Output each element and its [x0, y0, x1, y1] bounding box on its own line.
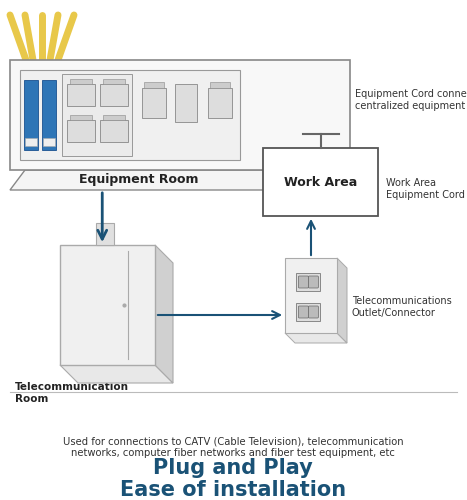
FancyBboxPatch shape [67, 84, 95, 106]
FancyBboxPatch shape [70, 114, 92, 119]
Polygon shape [60, 365, 173, 383]
Text: Used for connections to CATV (Cable Television), telecommunication
networks, com: Used for connections to CATV (Cable Tele… [63, 436, 403, 458]
FancyBboxPatch shape [103, 78, 125, 84]
FancyBboxPatch shape [62, 74, 132, 156]
FancyBboxPatch shape [298, 306, 308, 318]
FancyBboxPatch shape [100, 120, 128, 142]
Polygon shape [285, 333, 347, 343]
FancyBboxPatch shape [285, 258, 337, 333]
FancyBboxPatch shape [42, 80, 56, 150]
Text: Ease of installation: Ease of installation [120, 480, 346, 500]
FancyBboxPatch shape [43, 138, 55, 146]
FancyBboxPatch shape [67, 120, 95, 142]
FancyBboxPatch shape [20, 70, 240, 160]
Polygon shape [155, 245, 173, 383]
Text: Equipment Cord connected to
centralized equipment: Equipment Cord connected to centralized … [355, 89, 467, 111]
FancyBboxPatch shape [10, 60, 350, 170]
FancyBboxPatch shape [60, 245, 155, 365]
Text: Work Area
Equipment Cord: Work Area Equipment Cord [386, 178, 465, 200]
FancyBboxPatch shape [297, 303, 320, 321]
FancyBboxPatch shape [175, 84, 197, 122]
Text: Equipment Room: Equipment Room [79, 174, 199, 186]
FancyBboxPatch shape [308, 306, 318, 318]
FancyBboxPatch shape [103, 114, 125, 119]
Text: Plug and Play: Plug and Play [153, 458, 313, 478]
Text: Telecommunications
Outlet/Connector: Telecommunications Outlet/Connector [352, 296, 452, 318]
FancyBboxPatch shape [298, 276, 308, 288]
FancyBboxPatch shape [263, 148, 378, 216]
FancyBboxPatch shape [70, 78, 92, 84]
FancyBboxPatch shape [308, 276, 318, 288]
Polygon shape [10, 170, 370, 190]
Polygon shape [337, 258, 347, 343]
FancyBboxPatch shape [96, 223, 114, 245]
FancyBboxPatch shape [210, 82, 230, 88]
FancyBboxPatch shape [144, 82, 164, 88]
Text: Telecommunication
Room: Telecommunication Room [15, 382, 129, 404]
FancyBboxPatch shape [24, 80, 38, 150]
FancyBboxPatch shape [297, 273, 320, 291]
FancyBboxPatch shape [208, 88, 232, 118]
Text: Work Area: Work Area [284, 176, 357, 188]
FancyBboxPatch shape [100, 84, 128, 106]
FancyBboxPatch shape [142, 88, 166, 118]
FancyBboxPatch shape [25, 138, 37, 146]
